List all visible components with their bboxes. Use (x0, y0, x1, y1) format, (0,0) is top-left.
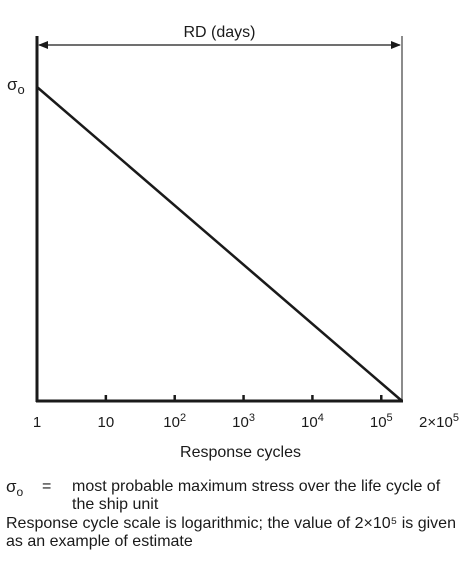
x-tick-label-base: 10 (163, 414, 180, 431)
x-tick-label: 103 (232, 412, 255, 431)
rd-arrowhead-left (38, 41, 48, 49)
x-tick-label-exponent: 5 (453, 412, 459, 424)
legend-equals: = (42, 478, 52, 495)
x-tick-label-exponent: 5 (387, 412, 393, 424)
legend-definition: most probable maximum stress over the li… (72, 478, 441, 513)
legend-definition-row: σo = most probable maximum stress over t… (6, 478, 466, 514)
x-tick-label: 1 (33, 414, 41, 431)
x-tick-label-base: 10 (232, 414, 249, 431)
rd-arrowhead-right (391, 41, 401, 49)
x-tick-label-base: 10 (98, 414, 115, 431)
y-axis-label: σo (7, 75, 25, 97)
response-line (36, 86, 403, 402)
axes-layer: σo (7, 36, 403, 403)
legend-sigma-subscript: o (16, 485, 24, 499)
x-tick-label: 10 (98, 414, 115, 431)
x-tick-label: 104 (301, 412, 324, 431)
y-axis-label-symbol: σ (7, 75, 18, 94)
legend-note: Response cycle scale is logarithmic; the… (6, 515, 456, 550)
x-tick-label: 105 (370, 412, 393, 431)
rd-span-label: RD (days) (183, 24, 255, 41)
x-axis-title: Response cycles (180, 444, 301, 461)
x-tick-label-exponent: 4 (318, 412, 324, 424)
legend-sigma: σ (6, 477, 17, 496)
annotation-layer: RD (days) (38, 24, 401, 49)
y-axis-label-subscript: o (18, 82, 25, 97)
series-layer (36, 86, 403, 402)
x-tick-label-base: 2×10 (419, 414, 453, 431)
legend-symbol: σo (6, 477, 42, 500)
x-tick-label: 102 (163, 412, 186, 431)
x-tick-label-base: 10 (370, 414, 387, 431)
x-tick-label: 2×105 (419, 412, 459, 431)
x-tick-label-exponent: 2 (180, 412, 186, 424)
x-tick-label-exponent: 3 (249, 412, 255, 424)
x-tick-label-base: 1 (33, 414, 41, 431)
legend: σo = most probable maximum stress over t… (6, 478, 466, 551)
x-tick-label-base: 10 (301, 414, 318, 431)
